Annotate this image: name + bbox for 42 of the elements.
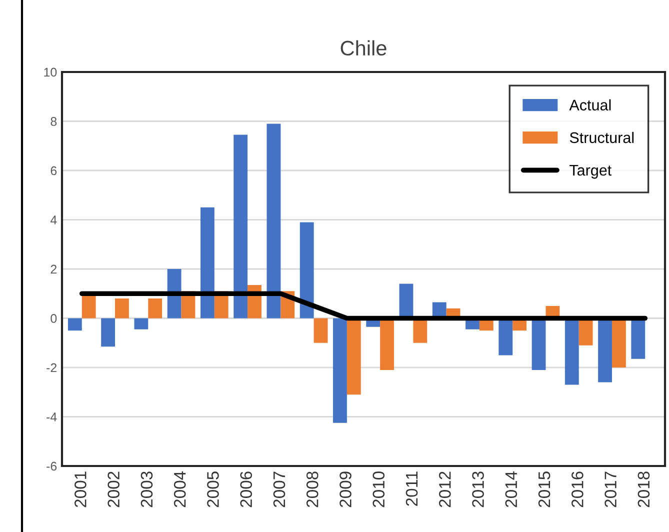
y-tick-label: 2	[50, 264, 57, 274]
x-tick-label: 2002	[108, 472, 120, 508]
legend-label: Actual	[569, 99, 611, 111]
y-tick-label: 8	[50, 117, 57, 126]
x-tick-label: 2004	[174, 471, 186, 508]
x-tick-label: 2010	[372, 472, 385, 508]
y-tick-label: 4	[50, 216, 57, 224]
x-tick-label: 2005	[207, 472, 219, 508]
y-tick-label: -2	[46, 363, 57, 372]
x-tick-label: 2018	[638, 472, 650, 508]
bar	[148, 298, 162, 318]
x-tick-label: 2003	[140, 472, 153, 508]
x-tick-label: 2017	[604, 472, 616, 508]
x-tick-label: 2008	[306, 472, 318, 508]
x-tick-label: 2015	[538, 472, 550, 508]
bar	[234, 134, 248, 318]
bar	[314, 318, 328, 343]
bar	[300, 222, 314, 318]
y-tick-label: 0	[50, 314, 57, 323]
x-tick-label: 2011	[406, 472, 418, 506]
x-tick-label: 2007	[273, 472, 286, 508]
x-tick-label: 2009	[340, 472, 352, 508]
y-tick-label: 6	[50, 166, 57, 176]
bar	[333, 318, 347, 423]
bar	[266, 124, 281, 318]
bar	[115, 298, 129, 318]
bar	[68, 318, 82, 331]
x-tick-label: 2013	[472, 472, 484, 508]
bar	[200, 207, 214, 318]
chart-title: Chile	[340, 40, 386, 56]
x-tick-label: 2001	[74, 472, 86, 508]
y-tick-label: -6	[46, 462, 57, 471]
x-tick-label: 2006	[240, 472, 252, 508]
x-tick-label: 2012	[439, 472, 451, 508]
bar	[134, 318, 148, 330]
x-tick-label: 2014	[505, 471, 518, 508]
legend-label: Target	[570, 165, 612, 179]
y-tick-label: 10	[44, 68, 57, 77]
bar	[101, 318, 116, 347]
legend-label: Structural	[570, 132, 634, 144]
y-tick-label: -4	[46, 412, 57, 422]
x-tick-label: 2016	[572, 472, 584, 508]
